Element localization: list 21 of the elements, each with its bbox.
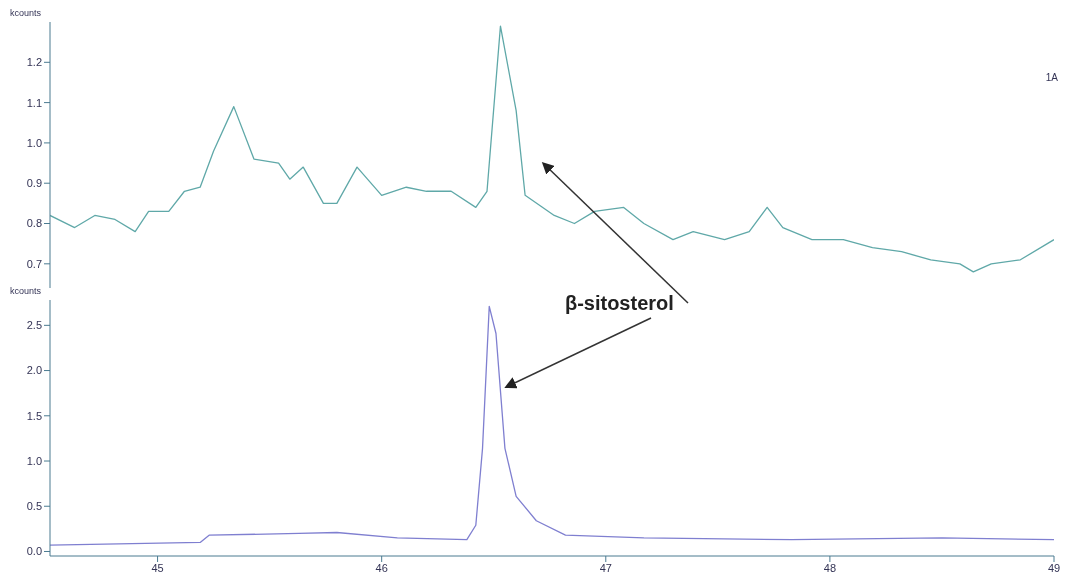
annotation: β-sitosterol — [564, 292, 674, 315]
y-axis-title: kcounts — [10, 8, 42, 18]
x-tick-label: 45 — [151, 561, 164, 574]
annotation: 1A — [1045, 72, 1058, 83]
x-tick-label: 47 — [599, 561, 612, 574]
y-tick-label: 0.7 — [26, 257, 42, 270]
x-tick-label: 48 — [823, 561, 837, 574]
y-tick-label: 1.0 — [26, 454, 42, 467]
y-tick-label: 2.5 — [26, 319, 42, 332]
x-tick-label: 49 — [1047, 561, 1061, 574]
x-tick-label: 46 — [375, 561, 388, 574]
y-tick-label: 1.1 — [26, 96, 42, 109]
y-tick-label: 0.8 — [26, 217, 42, 230]
y-tick-label: 0.0 — [26, 545, 42, 558]
y-tick-label: 0.5 — [26, 500, 42, 513]
y-tick-label: 1.0 — [26, 136, 42, 149]
y-tick-label: 1.5 — [26, 409, 42, 422]
y-tick-label: 1.2 — [26, 56, 42, 69]
y-tick-label: 0.9 — [26, 177, 42, 190]
y-tick-label: 2.0 — [26, 364, 42, 377]
y-axis-title: kcounts — [10, 286, 42, 296]
